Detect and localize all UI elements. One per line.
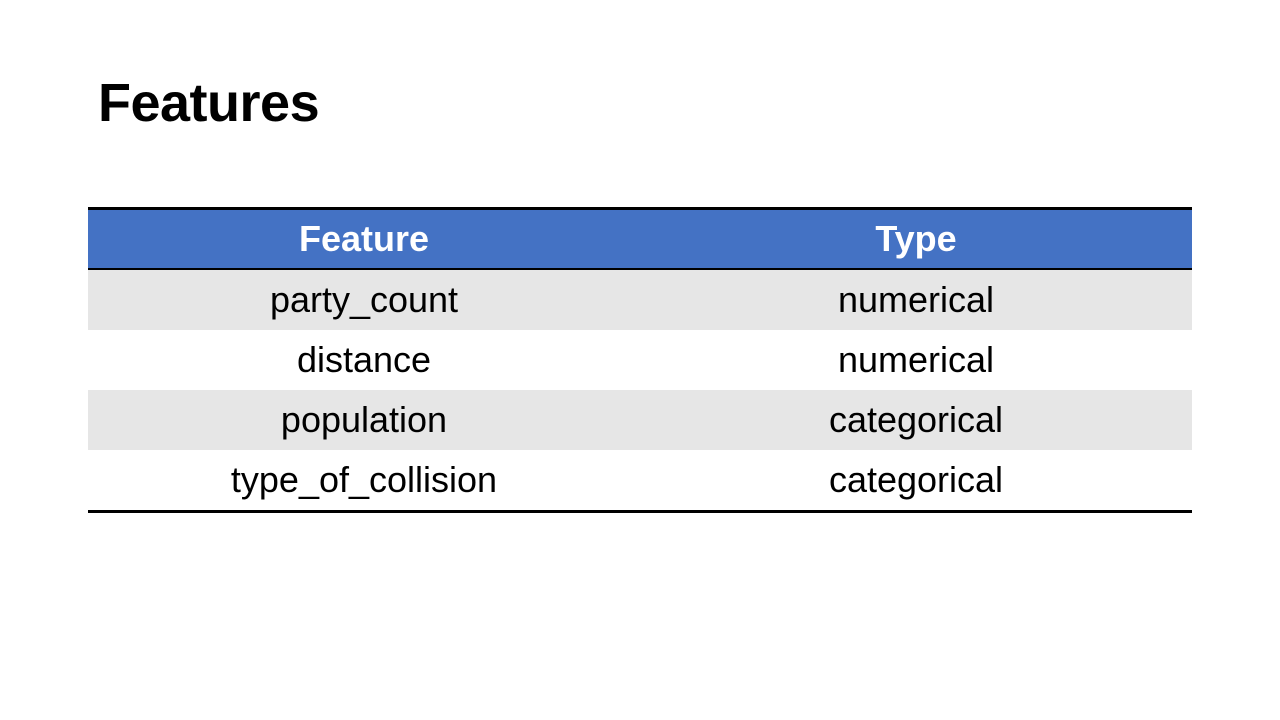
features-table-container: Feature Type party_count numerical dista… <box>88 207 1192 513</box>
table-header-row: Feature Type <box>88 208 1192 269</box>
header-feature: Feature <box>88 208 640 269</box>
table-row: party_count numerical <box>88 269 1192 330</box>
cell-feature: party_count <box>88 269 640 330</box>
cell-feature: type_of_collision <box>230 459 498 500</box>
cell-type: categorical <box>828 459 1004 500</box>
slide-title: Features <box>98 73 320 133</box>
table-row: distance numerical <box>88 330 1192 390</box>
cell-type: numerical <box>640 269 1192 330</box>
cell-feature: distance <box>296 339 432 380</box>
cell-type: numerical <box>837 339 995 380</box>
cell-type: categorical <box>640 390 1192 450</box>
table-row: type_of_collision categorical <box>88 450 1192 512</box>
header-type: Type <box>640 208 1192 269</box>
table-body: party_count numerical distance numerical… <box>88 269 1192 512</box>
cell-feature: population <box>88 390 640 450</box>
table-header: Feature Type <box>88 208 1192 269</box>
table-row: population categorical <box>88 390 1192 450</box>
features-table: Feature Type party_count numerical dista… <box>88 207 1192 513</box>
